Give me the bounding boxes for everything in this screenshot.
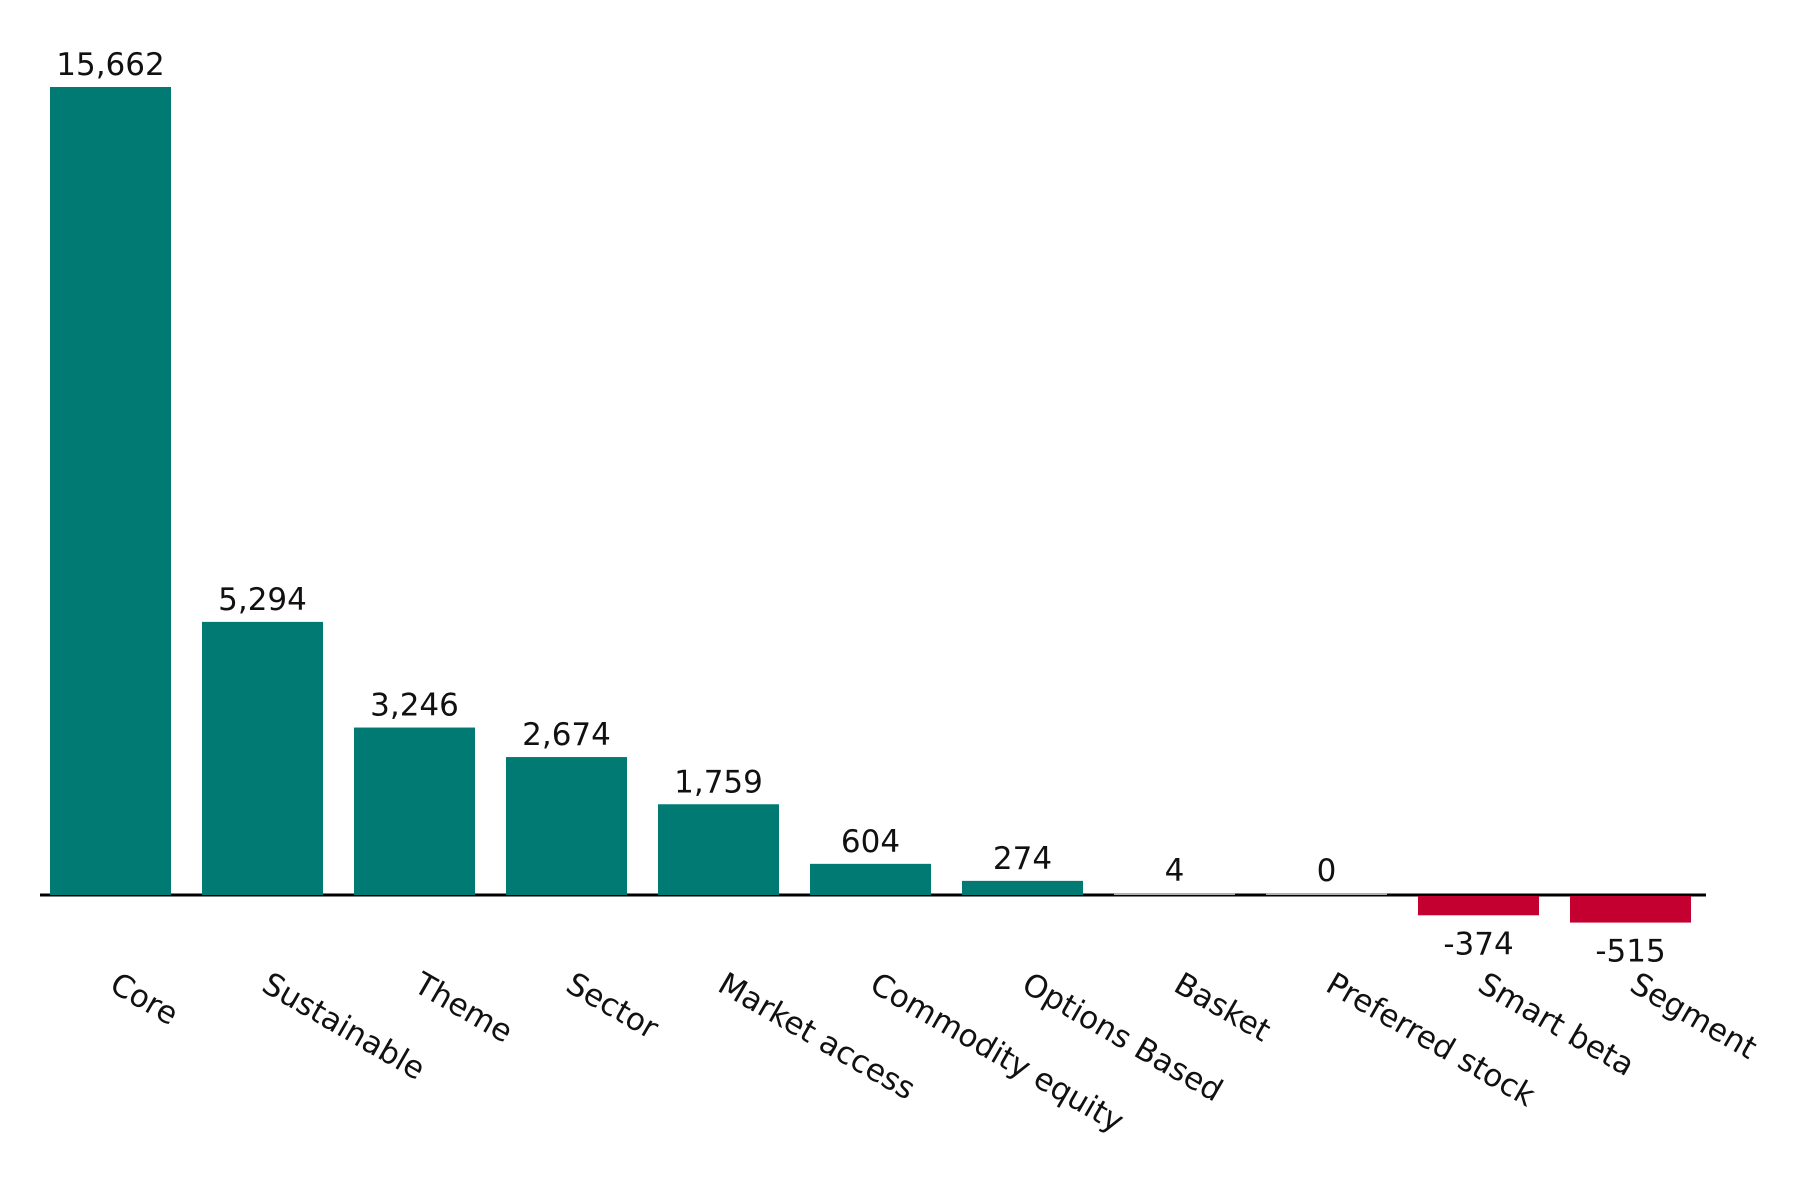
bar (202, 621, 323, 895)
data-label: 2,674 (522, 717, 611, 753)
bar (810, 863, 931, 895)
bar (658, 804, 779, 895)
data-label: 4 (1165, 853, 1185, 889)
data-label: 5,294 (218, 582, 307, 618)
bar (354, 727, 475, 895)
data-label: 3,246 (370, 688, 459, 724)
bar (1570, 896, 1691, 923)
data-label: 604 (841, 824, 900, 860)
bar (1418, 896, 1539, 916)
bar (1266, 893, 1387, 895)
x-tick-label: Commodity equity (864, 966, 1130, 1140)
data-label: 0 (1317, 853, 1337, 889)
x-tick-label: Theme (407, 965, 518, 1050)
x-tick-label: Sector (560, 966, 665, 1047)
x-tick-label: Sustainable (256, 966, 431, 1088)
data-label: 1,759 (674, 764, 763, 800)
bar (1114, 893, 1235, 895)
x-tick-label: Segment (1624, 966, 1763, 1067)
data-label: -515 (1595, 934, 1665, 970)
data-label: -374 (1443, 926, 1513, 962)
bar (962, 880, 1083, 895)
bar (506, 757, 627, 895)
x-tick-label: Basket (1168, 966, 1276, 1049)
data-label: 15,662 (56, 47, 164, 83)
bar (50, 87, 171, 895)
data-label: 274 (993, 841, 1052, 877)
x-tick-label: Core (104, 966, 184, 1033)
